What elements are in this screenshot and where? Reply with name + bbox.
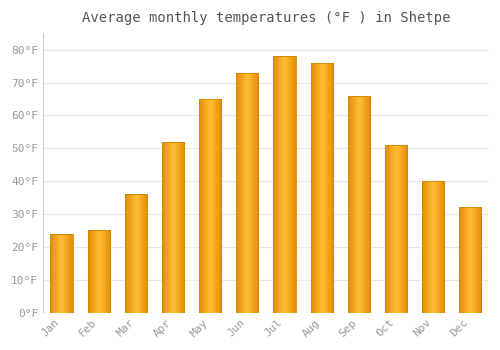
Bar (459, 208, 481, 313)
Title: Average monthly temperatures (°F ) in Shetpe: Average monthly temperatures (°F ) in Sh… (82, 11, 450, 25)
Bar (162, 142, 184, 313)
Bar (348, 96, 370, 313)
Bar (236, 73, 258, 313)
Bar (274, 56, 295, 313)
Bar (422, 181, 444, 313)
Bar (50, 234, 72, 313)
Bar (88, 230, 110, 313)
Bar (199, 99, 222, 313)
Bar (385, 145, 407, 313)
Bar (124, 194, 147, 313)
Bar (310, 63, 333, 313)
